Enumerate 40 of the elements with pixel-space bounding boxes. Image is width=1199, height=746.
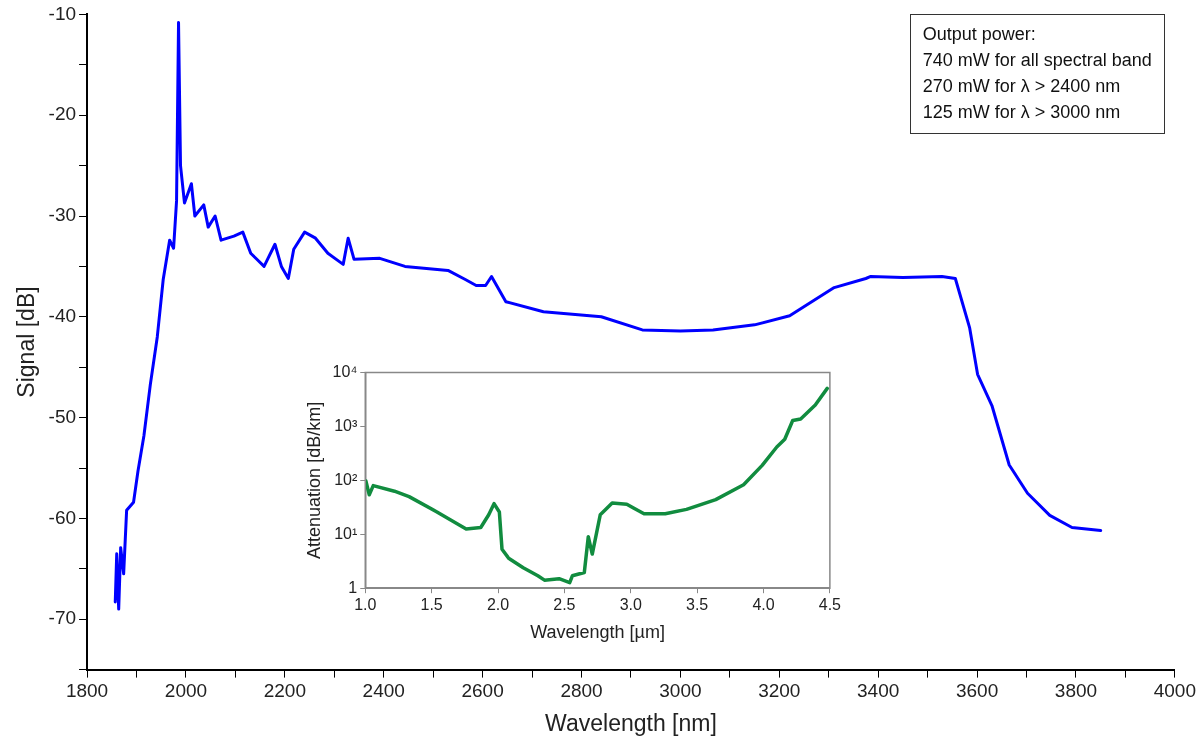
x-tick-label: 2600 bbox=[461, 680, 504, 702]
x-tick-label: 4.0 bbox=[752, 596, 775, 614]
x-tick-label: 2.0 bbox=[486, 596, 510, 614]
y-tick-label: 10⁴ bbox=[332, 363, 358, 381]
y-tick-label: -60 bbox=[48, 506, 77, 528]
y-tick-label: -50 bbox=[48, 405, 77, 427]
y-tick-label: -20 bbox=[48, 103, 77, 125]
x-tick-label: 2.5 bbox=[553, 596, 576, 614]
annotation: 740 mW for all spectral band bbox=[922, 49, 1152, 73]
x-tick-label: 3.5 bbox=[686, 596, 709, 614]
x-tick-label: 3200 bbox=[758, 680, 801, 702]
annotation: 125 mW for λ > 3000 nm bbox=[922, 101, 1122, 125]
y-tick-label: -30 bbox=[48, 204, 77, 226]
y-tick-label: -40 bbox=[48, 305, 77, 327]
x-tick-label: 2400 bbox=[362, 680, 405, 702]
y-tick-label: -10 bbox=[48, 2, 77, 24]
y-tick-label: 10² bbox=[334, 470, 358, 488]
x-tick-label: 3000 bbox=[659, 680, 702, 702]
x-tick-label: 3600 bbox=[955, 680, 999, 702]
y-tick-label: 10¹ bbox=[334, 524, 358, 542]
x-tick-label: 3800 bbox=[1054, 680, 1098, 702]
annotation: 270 mW for λ > 2400 nm bbox=[922, 75, 1122, 99]
y-tick-label: 1 bbox=[348, 578, 358, 596]
x-tick-label: 4000 bbox=[1153, 680, 1197, 702]
annotation: Output power: bbox=[922, 23, 1037, 47]
x-tick-label: 3.0 bbox=[619, 596, 642, 614]
x-tick-label: 3400 bbox=[857, 680, 900, 702]
x-tick-label: 1.0 bbox=[354, 596, 377, 614]
x-tick-label: 1800 bbox=[65, 680, 109, 702]
x-axis-title: Wavelength [µm] bbox=[530, 622, 665, 643]
x-tick-label: 4.5 bbox=[818, 596, 842, 614]
x-tick-label: 2800 bbox=[560, 680, 603, 702]
x-tick-label: 2200 bbox=[263, 680, 306, 702]
x-tick-label: 2000 bbox=[164, 680, 208, 702]
y-axis-title: Signal [dB] bbox=[13, 286, 40, 398]
x-axis-title: Wavelength [nm] bbox=[545, 709, 717, 736]
y-tick-label: -70 bbox=[48, 607, 77, 629]
y-tick-label: 10³ bbox=[334, 416, 358, 434]
y-axis-title: Attenuation [dB/km] bbox=[303, 401, 324, 559]
x-tick-label: 1.5 bbox=[420, 596, 443, 614]
